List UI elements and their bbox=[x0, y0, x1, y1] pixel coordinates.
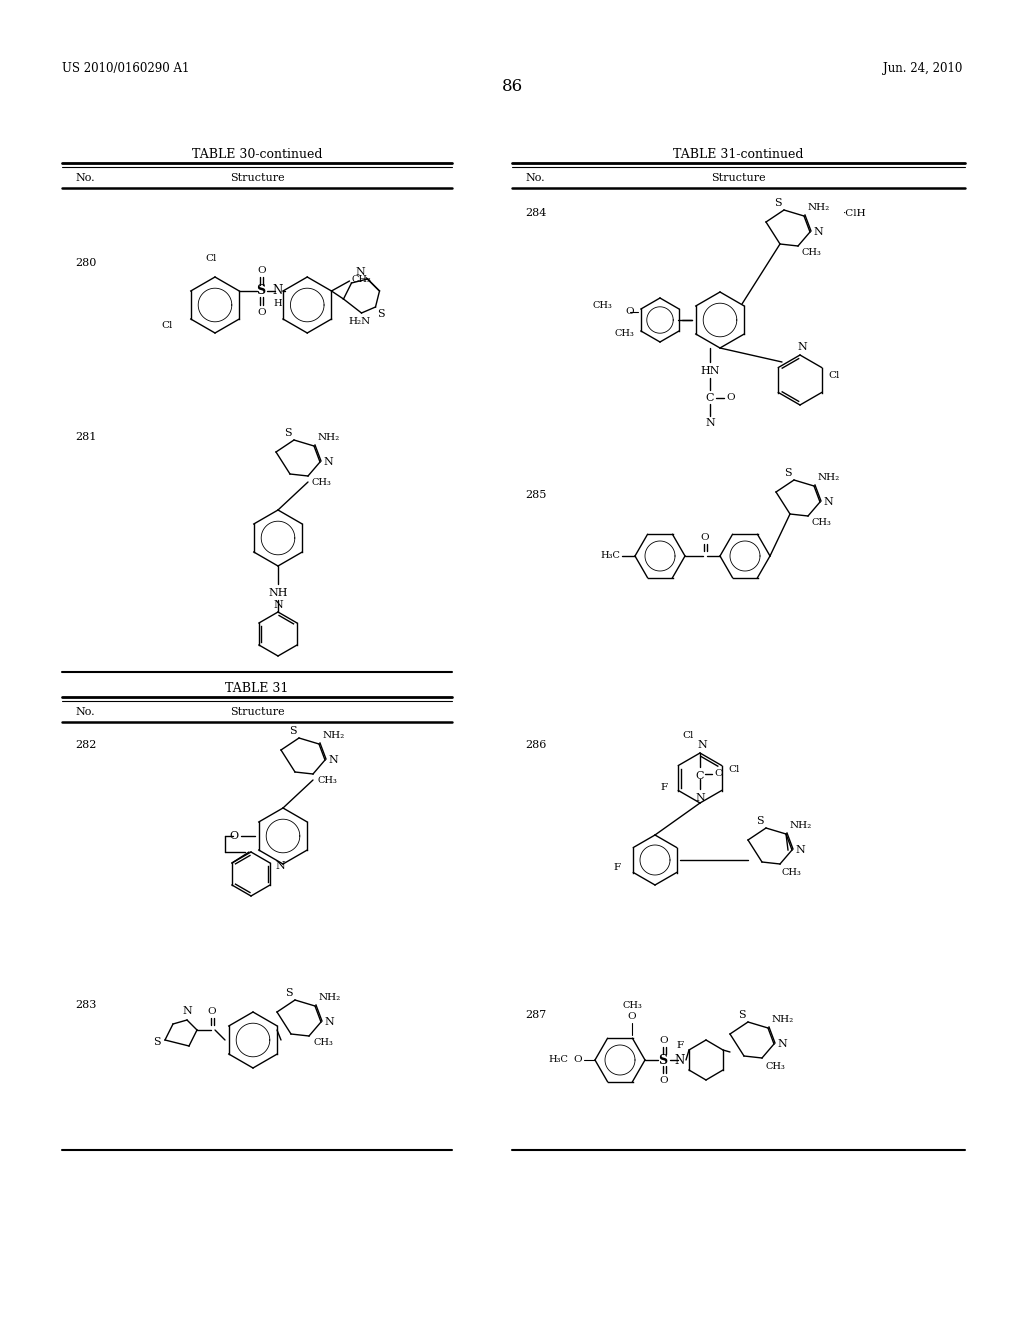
Text: O: O bbox=[257, 308, 265, 317]
Text: N: N bbox=[273, 601, 283, 610]
Text: S: S bbox=[738, 1010, 746, 1020]
Text: N: N bbox=[355, 267, 366, 277]
Text: No.: No. bbox=[525, 173, 545, 183]
Text: NH₂: NH₂ bbox=[323, 731, 345, 741]
Text: N: N bbox=[697, 741, 707, 750]
Text: O: O bbox=[726, 393, 734, 403]
Text: O: O bbox=[229, 832, 239, 841]
Text: H₃C: H₃C bbox=[600, 552, 620, 561]
Text: C: C bbox=[706, 393, 715, 403]
Text: N: N bbox=[324, 1016, 334, 1027]
Text: O: O bbox=[659, 1036, 669, 1045]
Text: O: O bbox=[659, 1076, 669, 1085]
Text: F: F bbox=[677, 1041, 684, 1049]
Text: S: S bbox=[286, 987, 293, 998]
Text: H₃C: H₃C bbox=[548, 1056, 568, 1064]
Text: S: S bbox=[658, 1053, 668, 1067]
Text: Cl: Cl bbox=[828, 371, 840, 380]
Text: N: N bbox=[777, 1039, 786, 1049]
Text: TABLE 31-continued: TABLE 31-continued bbox=[673, 148, 803, 161]
Text: Structure: Structure bbox=[711, 173, 765, 183]
Text: 280: 280 bbox=[75, 257, 96, 268]
Text: S: S bbox=[774, 198, 782, 209]
Text: Structure: Structure bbox=[229, 708, 285, 717]
Text: S: S bbox=[256, 285, 265, 297]
Text: US 2010/0160290 A1: US 2010/0160290 A1 bbox=[62, 62, 189, 75]
Text: 282: 282 bbox=[75, 741, 96, 750]
Text: NH₂: NH₂ bbox=[772, 1015, 795, 1024]
Text: 283: 283 bbox=[75, 1001, 96, 1010]
Text: 285: 285 bbox=[525, 490, 547, 500]
Text: CH₃: CH₃ bbox=[312, 478, 332, 487]
Text: No.: No. bbox=[75, 173, 94, 183]
Text: C: C bbox=[695, 771, 705, 781]
Text: Cl: Cl bbox=[683, 731, 694, 741]
Text: O: O bbox=[700, 533, 710, 543]
Text: N: N bbox=[695, 793, 705, 803]
Text: HN: HN bbox=[700, 366, 720, 376]
Text: CH₃: CH₃ bbox=[614, 330, 634, 338]
Text: S: S bbox=[784, 469, 792, 478]
Text: TABLE 30-continued: TABLE 30-continued bbox=[191, 148, 323, 161]
Text: S: S bbox=[285, 428, 292, 438]
Text: CH₃: CH₃ bbox=[782, 869, 802, 876]
Text: Jun. 24, 2010: Jun. 24, 2010 bbox=[883, 62, 962, 75]
Text: H₂N: H₂N bbox=[348, 317, 371, 326]
Text: N: N bbox=[823, 498, 833, 507]
Text: N: N bbox=[272, 285, 283, 297]
Text: N: N bbox=[797, 342, 807, 352]
Text: CH₃: CH₃ bbox=[766, 1063, 785, 1071]
Text: CH₃: CH₃ bbox=[317, 776, 337, 785]
Text: 284: 284 bbox=[525, 209, 547, 218]
Text: Structure: Structure bbox=[229, 173, 285, 183]
Text: Cl: Cl bbox=[728, 766, 739, 775]
Text: O: O bbox=[628, 1012, 636, 1020]
Text: NH₂: NH₂ bbox=[318, 433, 340, 442]
Text: S: S bbox=[757, 816, 764, 826]
Text: CH₃: CH₃ bbox=[592, 301, 612, 310]
Text: 281: 281 bbox=[75, 432, 96, 442]
Text: NH₂: NH₂ bbox=[818, 473, 841, 482]
Text: H: H bbox=[273, 300, 282, 308]
Text: N: N bbox=[813, 227, 822, 238]
Text: O: O bbox=[626, 308, 634, 317]
Text: S: S bbox=[378, 309, 385, 319]
Text: S: S bbox=[290, 726, 297, 737]
Text: CH₃: CH₃ bbox=[351, 275, 372, 284]
Text: NH₂: NH₂ bbox=[808, 203, 830, 213]
Text: NH₂: NH₂ bbox=[319, 993, 341, 1002]
Text: CH₃: CH₃ bbox=[313, 1038, 333, 1047]
Text: N: N bbox=[323, 457, 333, 467]
Text: N: N bbox=[328, 755, 338, 766]
Text: N: N bbox=[706, 418, 715, 428]
Text: S: S bbox=[154, 1038, 161, 1047]
Text: ·ClH: ·ClH bbox=[842, 210, 865, 219]
Text: O: O bbox=[714, 770, 723, 779]
Text: 287: 287 bbox=[525, 1010, 546, 1020]
Text: CH₃: CH₃ bbox=[802, 248, 822, 257]
Text: F: F bbox=[613, 863, 621, 873]
Text: CH₃: CH₃ bbox=[812, 517, 831, 527]
Text: N: N bbox=[182, 1006, 191, 1016]
Text: CH₃: CH₃ bbox=[622, 1001, 642, 1010]
Text: O: O bbox=[208, 1007, 216, 1016]
Text: No.: No. bbox=[75, 708, 94, 717]
Text: O: O bbox=[573, 1056, 582, 1064]
Text: F: F bbox=[660, 784, 668, 792]
Text: O: O bbox=[257, 267, 265, 275]
Text: Cl: Cl bbox=[206, 253, 217, 263]
Text: TABLE 31: TABLE 31 bbox=[225, 682, 289, 696]
Text: N: N bbox=[675, 1053, 685, 1067]
Text: Cl: Cl bbox=[162, 321, 173, 330]
Text: 86: 86 bbox=[502, 78, 522, 95]
Text: N: N bbox=[795, 845, 805, 855]
Text: NH₂: NH₂ bbox=[790, 821, 812, 830]
Text: 286: 286 bbox=[525, 741, 547, 750]
Text: NH: NH bbox=[268, 587, 288, 598]
Text: N: N bbox=[275, 861, 285, 871]
